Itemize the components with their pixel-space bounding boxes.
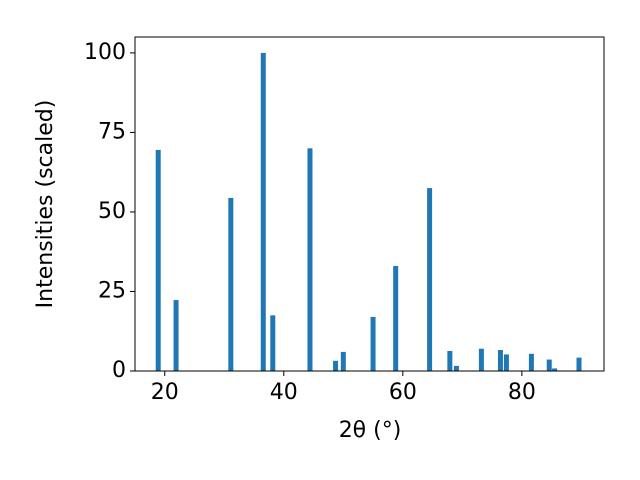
bar bbox=[447, 350, 453, 371]
bar bbox=[503, 354, 509, 371]
bar bbox=[576, 357, 582, 371]
y-tick-label: 25 bbox=[98, 278, 126, 303]
y-tick-label: 75 bbox=[98, 119, 126, 144]
bar bbox=[155, 149, 161, 371]
y-tick-label: 100 bbox=[84, 40, 126, 65]
x-tick-label: 60 bbox=[389, 380, 417, 405]
bar bbox=[552, 368, 558, 371]
x-tick-label: 80 bbox=[508, 380, 536, 405]
bar bbox=[478, 348, 484, 371]
bar bbox=[333, 360, 339, 371]
x-axis-label: 2θ (°) bbox=[339, 418, 402, 443]
bar bbox=[528, 353, 534, 371]
y-axis-label: Intensities (scaled) bbox=[33, 100, 58, 309]
bar bbox=[173, 300, 179, 371]
bar bbox=[340, 351, 346, 371]
bar bbox=[546, 359, 552, 371]
bar bbox=[453, 365, 459, 371]
x-tick-label: 40 bbox=[270, 380, 298, 405]
y-tick-label: 0 bbox=[112, 358, 126, 383]
bar bbox=[307, 148, 313, 371]
bar bbox=[228, 197, 234, 371]
bar bbox=[393, 266, 399, 371]
bar bbox=[427, 188, 433, 371]
plot-frame bbox=[134, 36, 605, 372]
bar bbox=[370, 316, 376, 371]
x-tick-label: 20 bbox=[151, 380, 179, 405]
y-tick-label: 50 bbox=[98, 199, 126, 224]
bar bbox=[260, 52, 266, 372]
bar bbox=[270, 315, 276, 371]
bar bbox=[497, 350, 503, 371]
